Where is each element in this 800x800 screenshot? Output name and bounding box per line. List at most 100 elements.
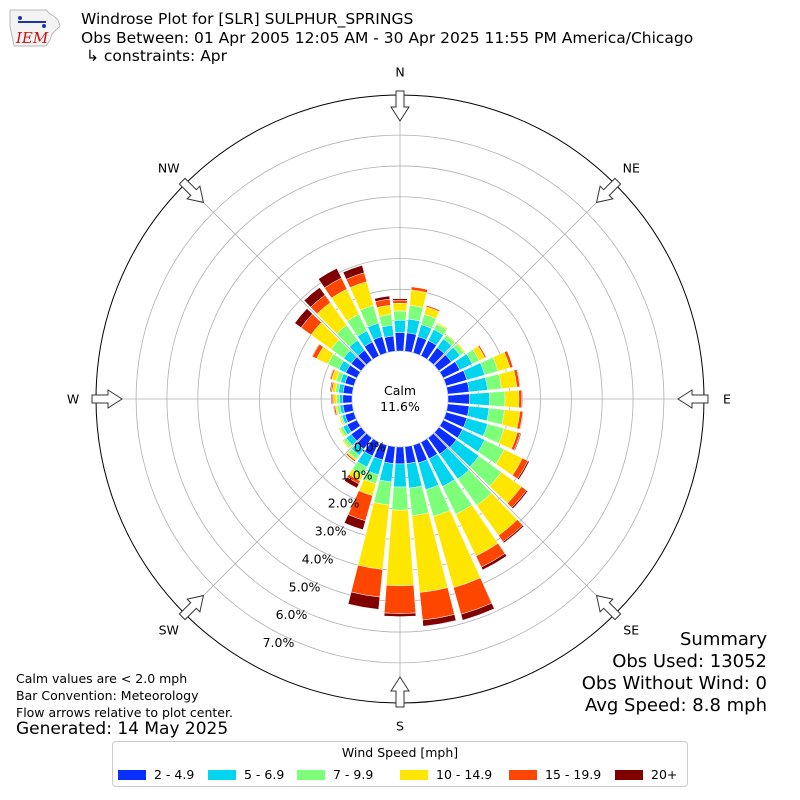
legend-label: 15 - 19.9	[545, 767, 602, 782]
radial-tick-label: 1.0%	[341, 467, 373, 482]
direction-label: SW	[159, 623, 179, 638]
flow-arrows	[91, 90, 709, 708]
summary-heading: Summary	[680, 629, 767, 650]
wind-bar-segment	[392, 299, 408, 304]
wind-bar-segment	[392, 302, 408, 312]
flow-arrow-icon	[91, 389, 123, 409]
wind-bar-segment	[435, 322, 449, 331]
grid-spoke	[433, 432, 616, 615]
wind-bar-segment	[303, 287, 326, 308]
wind-bar-segment	[422, 614, 457, 627]
wind-bar-segment	[469, 392, 490, 406]
radial-tick-labels: 0.0% 1.0% 2.0% 3.0% 4.0% 5.0% 6.0% 7.0%	[263, 440, 386, 651]
legend-swatch	[615, 770, 643, 780]
legend-swatch	[208, 770, 236, 780]
wind-bar-segment	[516, 368, 521, 388]
wind-bar-segment	[341, 439, 351, 449]
wind-bar-segment	[332, 405, 336, 416]
calm-value: 11.6%	[380, 399, 420, 414]
wind-bar-segment	[460, 602, 495, 621]
wind-bar-segment	[445, 333, 456, 343]
direction-labels: N NE E SE S SW W NW	[67, 65, 731, 734]
calm-label: Calm	[384, 383, 416, 398]
wind-bar-segment	[467, 377, 488, 393]
wind-bar-segment	[339, 394, 344, 404]
wind-bar-segment	[338, 427, 346, 438]
radial-tick-label: 5.0%	[289, 579, 321, 594]
wind-bar-segment	[374, 295, 391, 302]
wind-bar-segment	[318, 267, 342, 289]
flow-arrow-icon	[677, 389, 709, 409]
legend-label: 10 - 14.9	[436, 767, 493, 782]
wind-bar-segment	[456, 342, 466, 354]
calm-note: Calm values are < 2.0 mph	[16, 671, 188, 686]
chart-constraints: ↳ constraints: Apr	[86, 47, 228, 65]
wind-bar-segment	[503, 350, 514, 369]
grid-spoke	[433, 183, 616, 366]
radial-tick-label: 7.0%	[263, 635, 295, 650]
wind-bar-segment	[394, 332, 406, 352]
wind-bar-segment	[486, 407, 505, 426]
windrose-plot: N NE E SE S SW W NW 0.0% 1.0% 2.0% 3.0% 4.0% 5.0% 6.0%…	[67, 65, 731, 734]
wind-bar-segment	[393, 310, 407, 321]
wind-bar-segment	[342, 264, 365, 280]
legend-title: Wind Speed [mph]	[341, 745, 459, 760]
wind-bar-segment	[521, 389, 523, 409]
iem-logo: IEM	[9, 9, 61, 47]
flow-arrow-icon	[595, 177, 622, 204]
wind-bar-segment	[511, 489, 529, 510]
wind-bar-segment	[342, 384, 354, 395]
wind-bar-segment	[501, 409, 521, 429]
wind-bar-segment	[329, 381, 333, 393]
radial-tick-label: 6.0%	[276, 607, 308, 622]
flow-arrow-icon	[390, 676, 410, 708]
direction-label: S	[396, 719, 404, 734]
wind-bar-segment	[519, 411, 524, 430]
legend-label: 20+	[651, 767, 678, 782]
wind-bars	[294, 264, 530, 627]
chart-period: Obs Between: 01 Apr 2005 12:05 AM - 30 A…	[81, 29, 694, 47]
wind-bar-segment	[345, 452, 357, 463]
wind-bar-segment	[489, 391, 506, 407]
wind-bar-segment	[392, 298, 408, 301]
wind-bar-segment	[343, 514, 366, 531]
chart-title: Windrose Plot for [SLR] SULPHUR_SPRINGS	[81, 10, 414, 28]
wind-bar-segment	[294, 308, 313, 328]
grid-spoke	[184, 183, 367, 366]
wind-bar-segment	[338, 415, 344, 426]
wind-bar-segment	[485, 373, 502, 391]
wind-bar-segment	[518, 389, 523, 409]
wind-bar-segment	[467, 405, 490, 422]
flow-arrow-icon	[178, 594, 205, 621]
flow-arrow-icon	[178, 177, 205, 204]
legend-label: 2 - 4.9	[154, 767, 195, 782]
legend-label: 7 - 9.9	[333, 767, 374, 782]
wind-bar-segment	[393, 319, 407, 333]
wind-bar-segment	[333, 393, 338, 405]
radial-tick-label: 4.0%	[302, 551, 334, 566]
wind-bar-segment	[513, 432, 522, 451]
wind-bar-segment	[410, 286, 428, 293]
flow-arrows-note: Flow arrows relative to plot center.	[16, 705, 233, 720]
legend: Wind Speed [mph] 2 - 4.9 5 - 6.9 7 - 9.9 10…	[112, 741, 688, 787]
legend-swatch	[297, 770, 325, 780]
direction-label: NE	[623, 160, 640, 175]
radial-tick-label: 3.0%	[315, 523, 347, 538]
summary-obs-without-wind: Obs Without Wind: 0	[581, 673, 767, 694]
radial-tick-label: 2.0%	[328, 495, 360, 510]
wind-bar-segment	[373, 479, 392, 506]
wind-bar-segment	[342, 394, 353, 404]
wind-bar-segment	[517, 460, 530, 481]
wind-bar-segment	[384, 585, 416, 614]
wind-bar-segment	[330, 393, 333, 405]
wind-bar-segment	[393, 463, 407, 488]
wind-bar-segment	[480, 553, 508, 571]
wind-bar-segment	[383, 612, 417, 617]
flow-arrow-icon	[595, 594, 622, 621]
wind-bar-segment	[447, 393, 470, 405]
wind-bar-segment	[502, 524, 525, 544]
wind-bar-segment	[381, 324, 394, 338]
wind-bar-segment	[498, 369, 518, 389]
logo-text: IEM	[15, 29, 49, 47]
